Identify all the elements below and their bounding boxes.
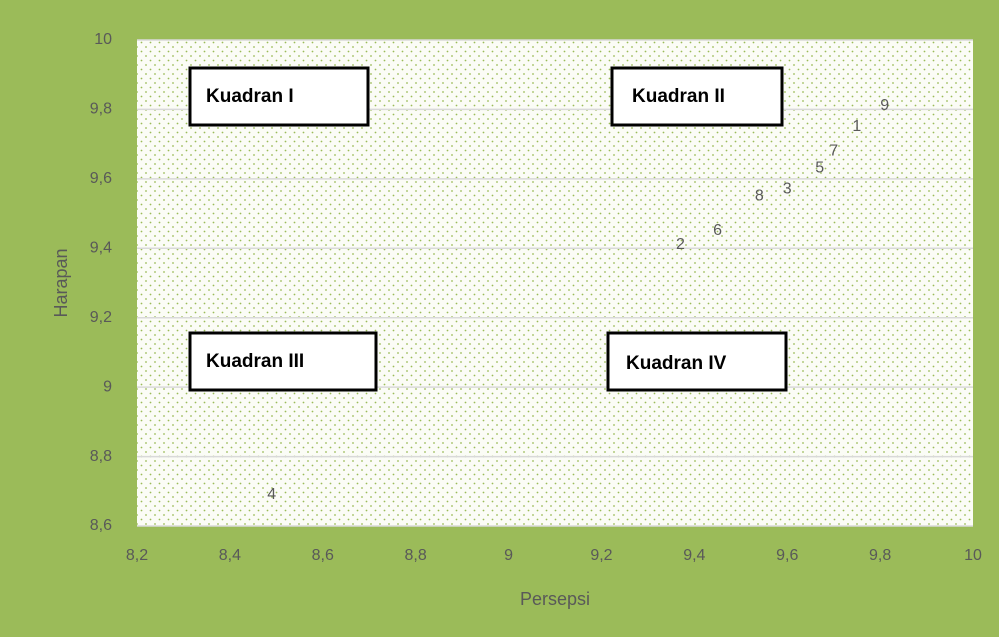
x-tick-label: 9,8 (869, 547, 891, 564)
point-label: 1 (852, 118, 861, 135)
point-label: 2 (676, 236, 685, 253)
x-tick-label: 8,8 (405, 547, 427, 564)
y-tick-label: 10 (94, 31, 112, 48)
point-label: 7 (829, 142, 838, 159)
point-label: 5 (815, 160, 824, 177)
y-axis-label: Harapan (51, 248, 71, 317)
x-tick-label: 9,4 (683, 547, 705, 564)
x-tick-label: 9,2 (590, 547, 612, 564)
x-tick-label: 8,4 (219, 547, 241, 564)
y-tick-label: 9 (103, 378, 112, 395)
y-tick-label: 8,8 (90, 448, 112, 465)
y-tick-label: 9,2 (90, 309, 112, 326)
point-label: 6 (713, 222, 722, 239)
x-tick-label: 9,6 (776, 547, 798, 564)
x-tick-label: 8,6 (312, 547, 334, 564)
annotation: Kuadran IV (626, 353, 727, 374)
y-tick-label: 9,6 (90, 170, 112, 187)
x-tick-label: 8,2 (126, 547, 148, 564)
point-label: 9 (880, 97, 889, 114)
x-tick-label: 10 (964, 547, 982, 564)
annotation: Kuadran II (632, 86, 725, 107)
annotation: Kuadran I (206, 86, 294, 107)
annotation-box (610, 66, 784, 127)
point-label: 3 (783, 180, 792, 197)
point-label: 4 (267, 486, 276, 503)
annotation-box (606, 331, 788, 392)
x-tick-label: 9 (504, 547, 513, 564)
point-label: 8 (755, 187, 764, 204)
x-axis-label: Persepsi (520, 589, 590, 609)
y-tick-label: 8,6 (90, 517, 112, 534)
annotation-box (188, 66, 370, 127)
y-tick-label: 9,8 (90, 101, 112, 118)
y-tick-label: 9,4 (90, 240, 112, 257)
annotation: Kuadran III (206, 351, 304, 372)
annotation-box (188, 331, 378, 392)
